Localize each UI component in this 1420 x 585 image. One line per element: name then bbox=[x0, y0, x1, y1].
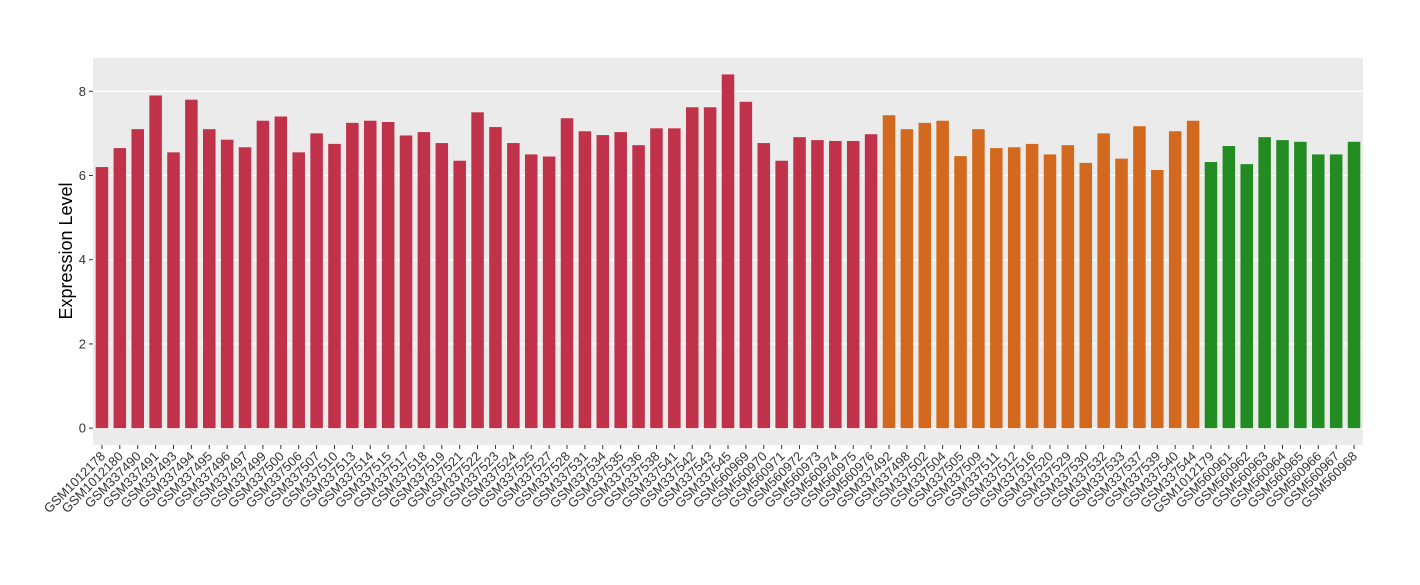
bar bbox=[1258, 137, 1271, 429]
bar bbox=[685, 107, 699, 429]
bar bbox=[1079, 162, 1093, 429]
bar bbox=[846, 140, 860, 429]
bar bbox=[578, 131, 592, 429]
bar bbox=[95, 167, 109, 429]
bar bbox=[775, 160, 788, 429]
y-tick-label: 4 bbox=[79, 252, 86, 267]
bar bbox=[1186, 120, 1200, 429]
bar bbox=[417, 132, 431, 429]
bar bbox=[560, 118, 574, 429]
bar bbox=[1043, 154, 1057, 429]
bar bbox=[632, 145, 645, 429]
bar bbox=[1061, 145, 1075, 429]
bar bbox=[1133, 126, 1146, 429]
y-tick-label: 2 bbox=[79, 336, 86, 351]
bar bbox=[185, 99, 198, 429]
bar bbox=[220, 139, 234, 429]
bar bbox=[1168, 131, 1182, 429]
bar bbox=[489, 127, 502, 429]
bar bbox=[149, 95, 162, 429]
bar bbox=[292, 152, 305, 429]
bar bbox=[721, 74, 735, 429]
bar bbox=[900, 129, 914, 429]
y-tick-label: 8 bbox=[79, 84, 86, 99]
bar bbox=[167, 152, 180, 429]
bar bbox=[203, 129, 216, 429]
bar bbox=[256, 120, 270, 429]
bar bbox=[990, 148, 1003, 429]
bar bbox=[471, 112, 484, 429]
bar bbox=[381, 122, 395, 429]
bar bbox=[954, 156, 967, 429]
bar bbox=[113, 148, 127, 429]
bar bbox=[274, 116, 288, 429]
bar bbox=[328, 143, 341, 429]
bar bbox=[1151, 170, 1164, 429]
bar bbox=[972, 129, 985, 429]
bar bbox=[739, 101, 753, 429]
bar bbox=[1312, 154, 1325, 429]
bar bbox=[1294, 141, 1307, 429]
bar bbox=[363, 120, 377, 429]
y-tick-label: 0 bbox=[79, 421, 86, 436]
bar bbox=[811, 140, 824, 429]
bar bbox=[238, 147, 252, 429]
bar bbox=[703, 107, 717, 429]
bar bbox=[1240, 164, 1253, 429]
bar bbox=[918, 122, 932, 429]
bar bbox=[1222, 146, 1236, 429]
bar bbox=[1097, 133, 1110, 429]
bar bbox=[435, 143, 449, 429]
bar bbox=[1204, 162, 1218, 429]
bar bbox=[1025, 143, 1039, 429]
bar bbox=[614, 132, 627, 429]
bar bbox=[1329, 154, 1343, 429]
bar bbox=[1347, 141, 1361, 429]
bar bbox=[1007, 147, 1021, 429]
y-tick-label: 6 bbox=[79, 168, 86, 183]
bar bbox=[882, 115, 896, 429]
bar bbox=[507, 143, 520, 429]
bar bbox=[131, 129, 144, 429]
bar bbox=[399, 135, 413, 429]
bar bbox=[453, 160, 466, 429]
bar bbox=[936, 120, 949, 429]
bar bbox=[596, 135, 610, 429]
bar bbox=[757, 143, 771, 429]
bar bbox=[524, 154, 538, 429]
bar bbox=[542, 156, 556, 429]
bar bbox=[668, 128, 681, 429]
bar bbox=[864, 134, 878, 429]
bar bbox=[793, 137, 806, 429]
bar bbox=[310, 133, 323, 429]
bar bbox=[346, 122, 359, 429]
bar bbox=[1276, 140, 1289, 429]
bar bbox=[1115, 158, 1128, 429]
bar bbox=[650, 128, 663, 429]
bar bbox=[829, 140, 842, 429]
y-axis-title: Expression Level bbox=[56, 182, 76, 319]
